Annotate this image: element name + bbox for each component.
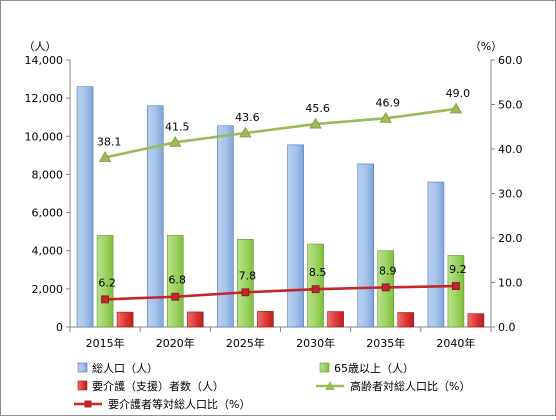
care-ratio-label: 6.8 [169,274,187,287]
bar-care-recipients [467,313,485,328]
bar-age65-plus [96,235,114,328]
x-tick-label: 2035年 [366,336,405,350]
y-right-tick-label: 60.0 [498,54,523,67]
care-ratio-marker [241,288,250,297]
care-ratio-marker [101,295,109,304]
axes: 0 2,000 4,000 6,000 8,000 10,000 12,000 14,000 0… [25,54,523,350]
bar-total-population [146,105,164,328]
bar-age65-plus [447,255,465,328]
legend-label: 65歳以上（人） [334,362,414,375]
care-ratio-line [105,284,456,301]
y-left-tick-label: 2,000 [32,283,64,296]
elderly-ratio-marker [379,111,392,123]
y-left-tick-label: 12,000 [25,92,64,105]
elderly-ratio-label: 41.5 [165,120,190,133]
bar-total-population [357,163,375,328]
bar-care-recipients [257,311,274,328]
care-ratio-label: 6.2 [98,276,116,289]
bar-total-population [217,125,234,328]
x-tick-label: 2020年 [156,336,195,350]
care-ratio-label: 9.2 [449,263,467,276]
bar-series-group [76,86,485,328]
x-tick-label: 2030年 [296,336,335,350]
y-left-tick-label: 14,000 [25,54,64,67]
care-ratio-label: 7.8 [239,269,257,282]
x-tick-label: 2025年 [226,336,265,350]
bar-care-recipients [186,311,204,328]
elderly-ratio-label: 43.6 [235,111,260,124]
bar-care-recipients [116,311,134,328]
elderly-ratio-marker [449,102,463,114]
y-left-unit: （人） [24,40,57,53]
care-ratio-label: 8.9 [379,264,397,277]
elderly-ratio-label: 49.0 [446,87,471,100]
legend-label: 総人口（人） [92,361,158,375]
legend-marker [84,400,92,408]
elderly-ratio-marker [309,117,322,129]
y-right-unit: （%） [470,40,502,53]
bar-age65-plus [237,238,254,328]
bar-care-recipients [397,312,415,328]
y-right-tick-label: 40.0 [498,143,523,156]
legend-marker [325,381,335,390]
legend: 総人口（人） 65歳以上（人） 要介護（支援）者数（人） 高齢者対総人口比（%） 要介護… [74,361,470,411]
bar-total-population [427,181,445,328]
elderly-ratio-label: 45.6 [305,102,330,115]
data-labels-group: 38.1 41.5 43.6 45.6 46.9 49.0 6.2 6.8 7.8 8.5 8.9 9… [97,87,470,289]
elderly-ratio-label: 38.1 [97,135,122,148]
bar-age65-plus [166,235,184,328]
elderly-ratio-marker [169,136,182,147]
y-right-tick-label: 20.0 [498,232,523,245]
elderly-ratio-marker [239,126,252,138]
x-tick-label: 2040年 [436,336,475,350]
line-series-group [98,102,463,304]
legend-swatch [319,362,330,373]
legend-label: 要介護者等対総人口比（%） [108,397,250,411]
y-right-tick-label: 0.0 [498,321,516,334]
care-ratio-marker [381,283,390,292]
elderly-ratio-label: 46.9 [376,96,401,109]
x-tick-label: 2015年 [86,336,125,350]
care-ratio-marker [452,282,460,290]
elderly-ratio-line [104,107,457,159]
bar-total-population [287,144,304,328]
care-ratio-marker [311,285,320,294]
y-left-tick-label: 0 [56,321,63,334]
bar-total-population [76,86,94,328]
y-left-tick-label: 4,000 [32,245,64,258]
y-left-tick-label: 8,000 [32,168,64,181]
legend-swatch [77,362,88,373]
care-ratio-label: 8.5 [309,266,327,279]
legend-label: 高齢者対総人口比（%） [350,379,470,393]
y-right-tick-label: 30.0 [498,188,523,201]
y-left-tick-label: 10,000 [25,130,64,143]
elderly-ratio-marker [98,151,112,162]
legend-label: 要介護（支援）者数（人） [92,379,224,393]
y-right-tick-label: 50.0 [498,99,523,112]
bar-care-recipients [327,311,344,328]
legend-swatch [77,380,88,391]
y-left-tick-label: 6,000 [32,207,64,220]
care-ratio-marker [171,292,180,301]
y-right-tick-label: 10.0 [498,277,523,290]
